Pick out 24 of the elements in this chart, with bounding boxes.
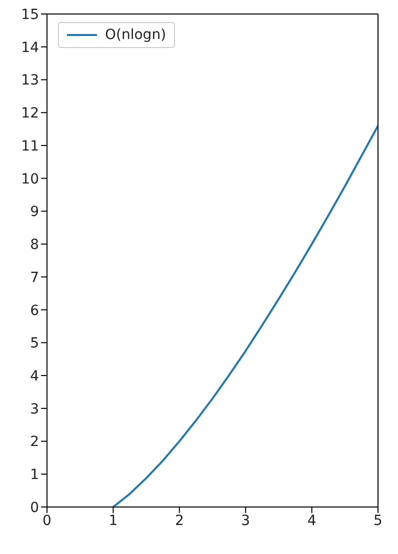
legend-label: O(nlogn) (105, 27, 166, 43)
y-tick-label: 7 (30, 270, 39, 286)
x-tick-label: 5 (374, 512, 382, 529)
y-tick-label: 1 (30, 467, 39, 484)
x-tick-label: 1 (108, 512, 118, 529)
y-tick-label: 5 (30, 336, 39, 352)
y-tick-label: 12 (21, 106, 39, 122)
x-tick-label: 2 (174, 512, 184, 529)
y-tick-label: 0 (30, 500, 39, 516)
y-tick-label: 6 (30, 302, 40, 319)
x-tick-label: 3 (241, 512, 250, 529)
y-tick-label: 3 (30, 401, 39, 418)
y-tick-label: 4 (30, 368, 40, 385)
y-tick-label: 10 (21, 171, 39, 188)
y-tick-label: 13 (21, 72, 39, 89)
y-tick-label: 15 (21, 6, 39, 23)
line-series (112, 124, 378, 507)
x-tick-label: 4 (307, 512, 316, 529)
y-tick-label: 14 (21, 40, 40, 56)
x-tick-label: 0 (42, 512, 52, 529)
y-tick-label: 2 (30, 434, 39, 450)
y-tick-label: 8 (30, 237, 39, 254)
y-tick-label: 9 (30, 204, 39, 220)
y-tick-label: 11 (21, 138, 39, 154)
